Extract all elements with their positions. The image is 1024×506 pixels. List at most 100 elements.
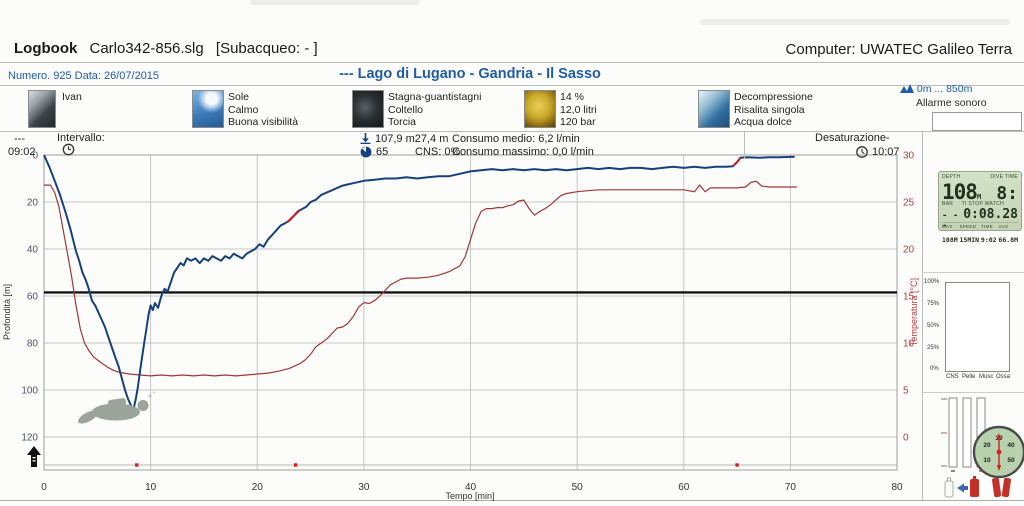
lcd-avg-label: AVG — [998, 224, 1009, 229]
time-tick-label: 80 — [891, 482, 903, 493]
gas-tank-photo — [524, 90, 556, 128]
entry-time: 09:02 — [8, 146, 36, 158]
avg-consumption: Consumo medio: 6,2 l/min — [452, 133, 580, 145]
scan-artifact — [250, 0, 420, 5]
lcd-stopwatch-label: TI STOP WATCH — [961, 201, 1004, 207]
sat-y-75: 75% — [927, 301, 940, 307]
depth-tick-label: 100 — [21, 386, 38, 397]
subject-suffix: [Subacqueo: - ] — [215, 40, 318, 57]
red-tank-icon — [970, 479, 979, 497]
alarm-segment — [732, 157, 742, 168]
tank-type-icons — [944, 476, 1011, 498]
lcd-max-label: MAX — [942, 224, 953, 229]
time-tick-label: 0 — [41, 482, 47, 493]
equipment-photo — [352, 90, 384, 128]
alarm-label: Allarme sonoro — [916, 97, 987, 109]
lcd-depth-value: 108 — [942, 180, 978, 204]
lcd-max-value: 108M — [942, 236, 958, 244]
alarm-segment — [286, 209, 301, 223]
dive-type-photo — [698, 90, 730, 128]
dive-type-deco: Decompressione — [734, 91, 813, 103]
divider — [922, 392, 1024, 393]
max-depth-value: 107,9 m27,4 m — [375, 133, 448, 145]
compass-10: 10 — [983, 457, 991, 464]
divider — [0, 62, 1024, 63]
condition-visibility: Buona visibilità — [228, 116, 299, 128]
duration-icon — [360, 146, 372, 158]
alarm-box[interactable] — [932, 112, 1022, 131]
sat-y-0: 0% — [930, 366, 939, 372]
time-tick-label: 40 — [465, 482, 477, 493]
temp-tick-label: 10 — [903, 339, 915, 350]
gauges-panel: 30 40 50 10 20 — [941, 397, 1024, 498]
condition-sea: Calmo — [228, 103, 259, 116]
time-tick-label: 60 — [678, 482, 690, 493]
alarm-event-marker — [735, 463, 739, 467]
sat-x-cns: CNS — [946, 374, 959, 380]
lcd-depth-label: DEPTH — [942, 174, 961, 180]
avg-depth: 27,4 m — [414, 133, 449, 145]
equipment-torch: Torcia — [388, 116, 417, 128]
entry-dashes: --- — [14, 133, 25, 145]
altitude-block: 0m ... 850m — [900, 83, 972, 95]
tank-outline-icon — [944, 480, 954, 498]
depth-tick-label: 20 — [27, 198, 39, 209]
interval-clock-icon — [62, 143, 75, 156]
right-axis-title: Temperatura [°C] — [909, 278, 919, 346]
page-bottom-edge — [0, 500, 1024, 501]
lcd-divetime-label: DIVE TIME — [990, 174, 1018, 180]
compass-50: 50 — [1007, 457, 1015, 464]
ascent-marker-icon — [27, 446, 41, 467]
equipment-knife: Coltello — [388, 103, 424, 116]
lcd-stopwatch-value: 0:08.28 — [963, 207, 1018, 222]
sat-y-100: 100% — [924, 279, 940, 285]
lcd-bar-label: BAR — [942, 201, 954, 207]
lcd-speed-value: 15MIN — [959, 236, 980, 244]
divider — [744, 131, 745, 159]
computer-model: Computer: UWATEC Galileo Terra — [785, 41, 1012, 58]
lcd-time-value: 9:02 — [980, 236, 997, 244]
desaturation-label: Desaturazione- — [815, 132, 890, 144]
temp-tick-label: 20 — [903, 245, 915, 256]
duration-value: 65 — [376, 146, 389, 158]
temp-tick-label: 30 — [903, 151, 915, 162]
lcd-avg-value: 66.8M — [998, 236, 1018, 244]
alarm-event-marker — [293, 463, 298, 467]
scan-artifact — [700, 19, 1010, 25]
dive-computer-display: DEPTH DIVE TIME 108M 8: BAR TI STOP WATC… — [938, 171, 1022, 244]
altitude-range: 0m ... 850m — [916, 83, 973, 95]
plot-border — [43, 154, 898, 471]
temp-tick-label: 15 — [903, 292, 915, 303]
depth-tick-label: 80 — [27, 339, 39, 350]
time-tick-label: 70 — [785, 482, 797, 493]
compass-20: 20 — [983, 442, 991, 449]
gas-tank-volume: 12,0 litri — [560, 103, 597, 116]
temperature-line — [44, 180, 797, 377]
depth-tick-label: 40 — [27, 245, 39, 256]
left-axis-title: Profondità [m] — [2, 284, 12, 340]
diver-silhouette-icon — [78, 391, 155, 424]
lcd-speed-label: SPEED — [959, 224, 977, 229]
lcd-time-label: TIME — [980, 224, 993, 229]
conditions-photo — [192, 90, 224, 128]
red-double-tank-icon — [992, 477, 1011, 498]
time-tick-label: 10 — [145, 482, 157, 493]
depth-tick-label: 120 — [21, 433, 38, 444]
temp-tick-label: 0 — [903, 433, 909, 444]
max-consumption: Consumo massimo: 0,0 l/min — [452, 146, 594, 158]
sat-y-25: 25% — [927, 345, 940, 351]
time-tick-label: 20 — [252, 482, 264, 493]
blue-arrow-icon — [957, 483, 968, 493]
mountain-icon — [900, 84, 914, 93]
compass-gauge: 30 40 50 10 20 — [972, 425, 1024, 479]
divider — [0, 85, 1024, 86]
sat-y-50: 50% — [927, 323, 940, 329]
logbook-label: Logbook — [14, 40, 78, 57]
depth-tick-label: 60 — [27, 292, 39, 303]
alarm-event-marker — [135, 463, 139, 467]
time-tick-label: 50 — [572, 482, 584, 493]
divider — [0, 131, 1024, 132]
diver-name: Ivan — [62, 91, 82, 103]
temp-tick-label: 25 — [903, 198, 915, 209]
